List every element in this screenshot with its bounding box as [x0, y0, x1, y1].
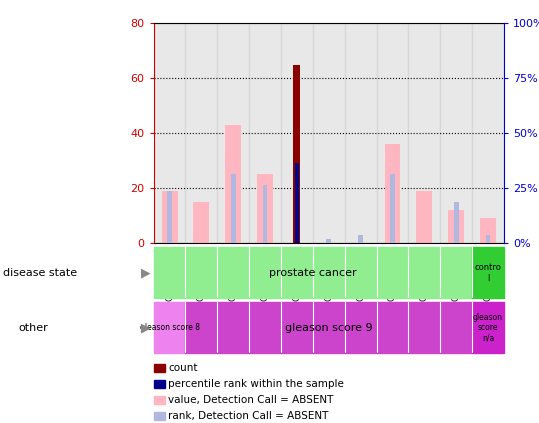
Bar: [313, 23, 345, 243]
Text: prostate cancer: prostate cancer: [269, 268, 357, 278]
Bar: [281, 23, 313, 243]
Bar: [327, 239, 331, 243]
Text: rank, Detection Call = ABSENT: rank, Detection Call = ABSENT: [168, 411, 329, 421]
Bar: [480, 219, 496, 243]
Bar: [409, 23, 440, 243]
Text: gleason score 9: gleason score 9: [285, 323, 372, 333]
Text: count: count: [168, 363, 198, 373]
Text: ▶: ▶: [141, 266, 150, 279]
Bar: [454, 202, 459, 243]
Bar: [225, 125, 241, 243]
Bar: [486, 235, 490, 243]
Bar: [162, 191, 177, 243]
Bar: [185, 23, 217, 243]
Bar: [294, 164, 299, 243]
Bar: [377, 23, 409, 243]
Bar: [358, 235, 363, 243]
Bar: [472, 302, 504, 353]
Text: percentile rank within the sample: percentile rank within the sample: [168, 379, 344, 389]
Bar: [154, 23, 185, 243]
Bar: [154, 302, 185, 353]
Bar: [257, 175, 273, 243]
Bar: [440, 23, 472, 243]
Bar: [194, 202, 209, 243]
Text: value, Detection Call = ABSENT: value, Detection Call = ABSENT: [168, 395, 334, 405]
Bar: [185, 302, 472, 353]
Text: gleason score 8: gleason score 8: [140, 323, 199, 332]
Text: disease state: disease state: [3, 268, 77, 278]
Bar: [293, 65, 300, 243]
Bar: [448, 210, 464, 243]
Bar: [262, 186, 267, 243]
Bar: [390, 175, 395, 243]
Text: contro
l: contro l: [475, 263, 501, 283]
Text: ▶: ▶: [141, 321, 150, 334]
Bar: [472, 23, 504, 243]
Bar: [472, 247, 504, 298]
Bar: [231, 175, 236, 243]
Bar: [167, 191, 172, 243]
Bar: [217, 23, 249, 243]
Text: gleason
score
n/a: gleason score n/a: [473, 313, 503, 343]
Bar: [384, 144, 400, 243]
Text: other: other: [19, 323, 49, 333]
Bar: [416, 191, 432, 243]
Bar: [345, 23, 377, 243]
Bar: [249, 23, 281, 243]
